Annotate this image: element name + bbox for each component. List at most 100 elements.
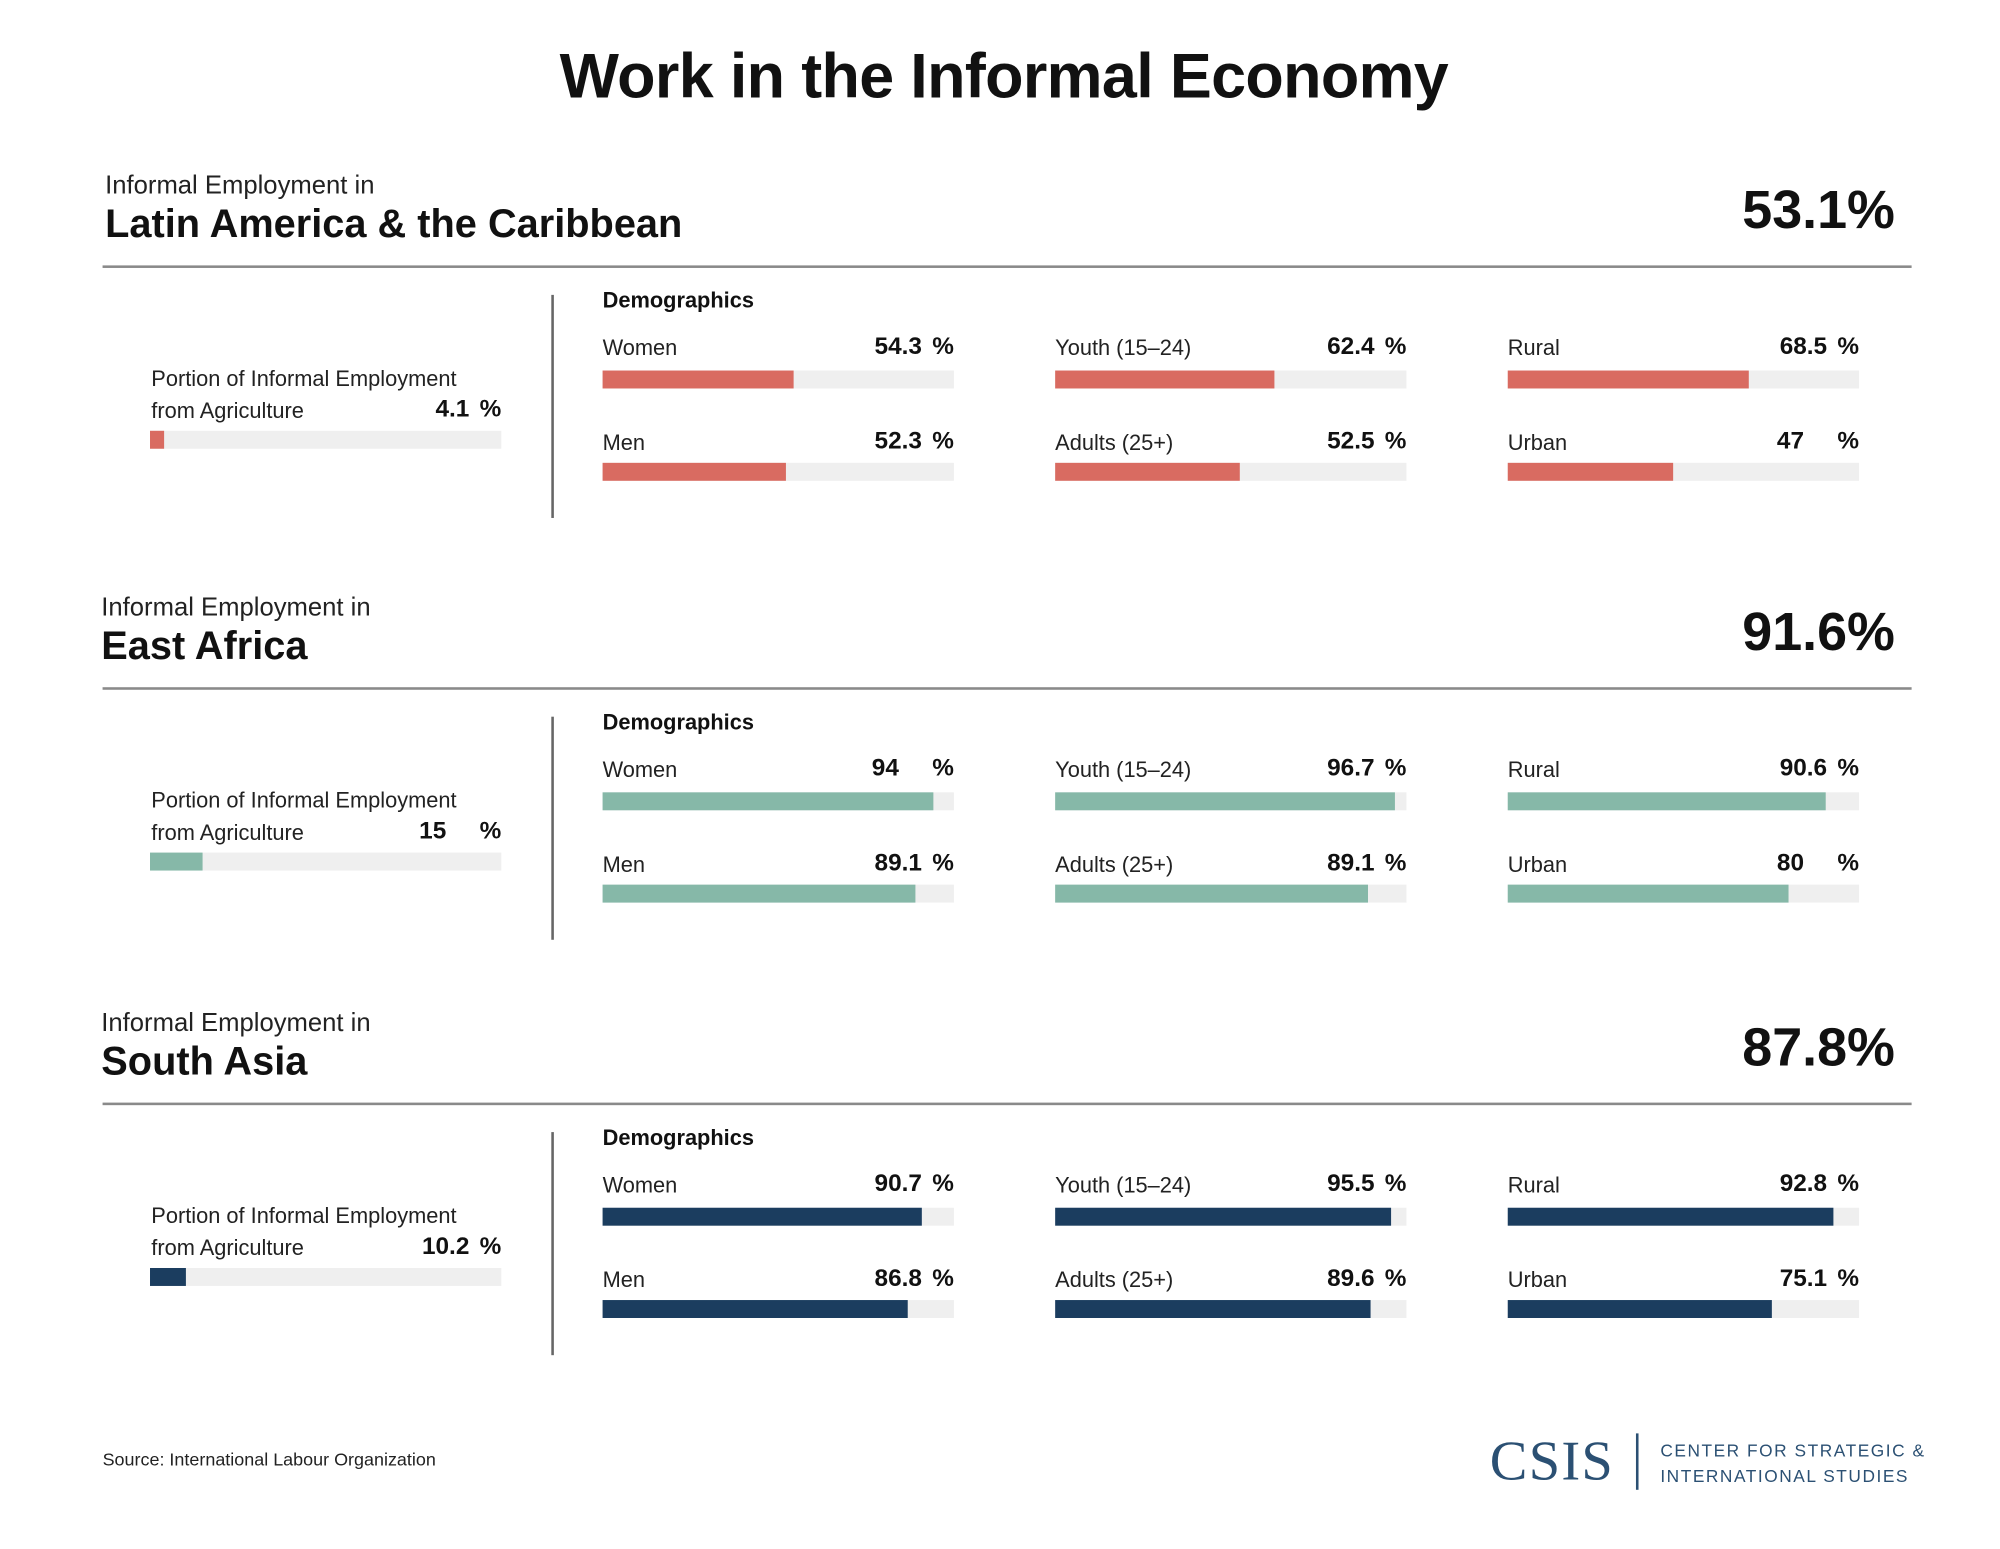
agriculture-bar-fill	[150, 852, 203, 871]
region-total: 91.6%	[1742, 601, 1895, 662]
logo-text: CENTER FOR STRATEGIC & INTERNATIONAL STU…	[1660, 1439, 1925, 1490]
demographic-bar-track	[1507, 884, 1860, 903]
demographic-bar-track	[1507, 1300, 1860, 1318]
demographic-label: Rural	[1507, 1173, 1560, 1198]
demographic-bar-track	[602, 884, 954, 903]
value-number: 89.1	[874, 850, 922, 877]
demographic-bar-fill	[1055, 462, 1240, 481]
demographic-value: 90.6%	[1705, 755, 1859, 783]
percent-sign: %	[1837, 1170, 1860, 1198]
value-number: 90.7	[874, 1170, 922, 1198]
value-number: 95.5	[1327, 1170, 1375, 1198]
percent-sign: %	[1837, 1265, 1860, 1293]
agriculture-bar-track	[150, 430, 502, 449]
demographic-bar-track	[1055, 884, 1407, 903]
value-number: 10.2	[421, 1233, 470, 1261]
demographic-bar-fill	[602, 1207, 922, 1226]
demographic-label: Women	[602, 1173, 678, 1198]
demographics-heading: Demographics	[602, 1125, 754, 1151]
demographic-value: 89.1%	[1253, 850, 1407, 878]
demographic-value: 80%	[1705, 850, 1859, 878]
demographic-bar-fill	[1055, 1300, 1370, 1318]
demographic-bar-fill	[1507, 1207, 1834, 1226]
demographic-bar-fill	[1055, 1207, 1391, 1226]
demographic-value: 89.1%	[800, 850, 954, 878]
demographic-bar-track	[1055, 462, 1407, 481]
agriculture-value: 10.2%	[347, 1233, 501, 1261]
demographics-heading: Demographics	[602, 288, 754, 313]
demographic-bar-fill	[602, 462, 787, 481]
demographic-value: 47%	[1705, 428, 1859, 456]
demographic-value: 54.3%	[800, 333, 954, 361]
demographic-bar-track	[602, 1207, 954, 1226]
demographic-bar-fill	[1507, 792, 1827, 811]
demographic-label: Adults (25+)	[1055, 852, 1174, 877]
demographic-value: 92.8%	[1705, 1171, 1859, 1199]
section-divider	[102, 265, 1912, 268]
demographic-label: Men	[602, 430, 645, 456]
region-subtitle: Informal Employment in	[101, 593, 371, 622]
agriculture-label-2: from Agriculture	[151, 398, 304, 424]
section-divider	[102, 687, 1912, 690]
demographic-label: Men	[602, 852, 645, 877]
region-name: Latin America & the Caribbean	[105, 201, 683, 247]
demographic-value: 96.7%	[1253, 755, 1406, 783]
demographic-label: Women	[602, 757, 678, 783]
percent-sign: %	[1837, 850, 1860, 877]
logo-mark: CSIS	[1489, 1429, 1615, 1493]
column-divider	[551, 1132, 554, 1356]
demographic-label: Youth (15–24)	[1055, 335, 1192, 361]
column-divider	[551, 716, 554, 940]
demographic-label: Youth (15–24)	[1055, 1173, 1192, 1198]
value-number: 96.7	[1327, 755, 1375, 783]
demographic-bar-track	[1507, 792, 1860, 811]
percent-sign: %	[1837, 333, 1860, 361]
demographic-value: 89.6%	[1253, 1265, 1407, 1293]
demographic-bar-track	[1507, 370, 1860, 389]
value-number: 47	[1776, 428, 1805, 456]
demographic-bar-track	[1055, 1300, 1407, 1318]
percent-sign: %	[932, 1265, 954, 1293]
demographic-bar-fill	[1507, 462, 1673, 481]
percent-sign: %	[932, 755, 954, 783]
demographic-value: 62.4%	[1253, 333, 1407, 361]
source-note: Source: International Labour Organizatio…	[102, 1448, 436, 1470]
demographic-bar-track	[602, 1300, 954, 1318]
logo-line-1: CENTER FOR STRATEGIC &	[1660, 1441, 1926, 1461]
percent-sign: %	[1384, 333, 1407, 361]
agriculture-label-2: from Agriculture	[151, 1235, 304, 1261]
logo-line-2: INTERNATIONAL STUDIES	[1660, 1466, 1910, 1486]
percent-sign: %	[932, 333, 954, 361]
percent-sign: %	[932, 850, 954, 877]
demographic-label: Urban	[1507, 852, 1568, 877]
demographic-bar-fill	[1055, 370, 1275, 389]
value-number: 52.5	[1327, 428, 1375, 456]
section-divider	[102, 1102, 1912, 1105]
value-number: 89.6	[1327, 1265, 1375, 1293]
demographic-bar-track	[602, 370, 954, 389]
demographic-bar-fill	[1055, 884, 1369, 903]
demographic-label: Women	[602, 335, 678, 361]
value-number: 89.1	[1327, 850, 1375, 877]
demographic-value: 90.7%	[800, 1171, 954, 1199]
agriculture-label-1: Portion of Informal Employment	[151, 1203, 457, 1229]
demographic-value: 86.8%	[800, 1265, 954, 1293]
percent-sign: %	[1384, 1170, 1407, 1198]
value-number: 80	[1776, 850, 1805, 877]
column-divider	[551, 294, 554, 518]
demographic-bar-fill	[602, 370, 794, 389]
demographic-value: 52.3%	[800, 428, 954, 456]
demographic-bar-track	[1055, 1207, 1407, 1226]
demographic-bar-fill	[1507, 370, 1749, 389]
demographic-bar-fill	[602, 1300, 908, 1318]
value-number: 92.8	[1779, 1170, 1828, 1198]
percent-sign: %	[1384, 1265, 1407, 1293]
region-name: East Africa	[101, 623, 308, 668]
percent-sign: %	[1384, 850, 1407, 877]
demographic-bar-fill	[602, 792, 933, 811]
demographic-bar-fill	[602, 884, 916, 903]
percent-sign: %	[932, 1170, 954, 1198]
agriculture-label-1: Portion of Informal Employment	[151, 788, 457, 813]
value-number: 90.6	[1779, 755, 1828, 783]
